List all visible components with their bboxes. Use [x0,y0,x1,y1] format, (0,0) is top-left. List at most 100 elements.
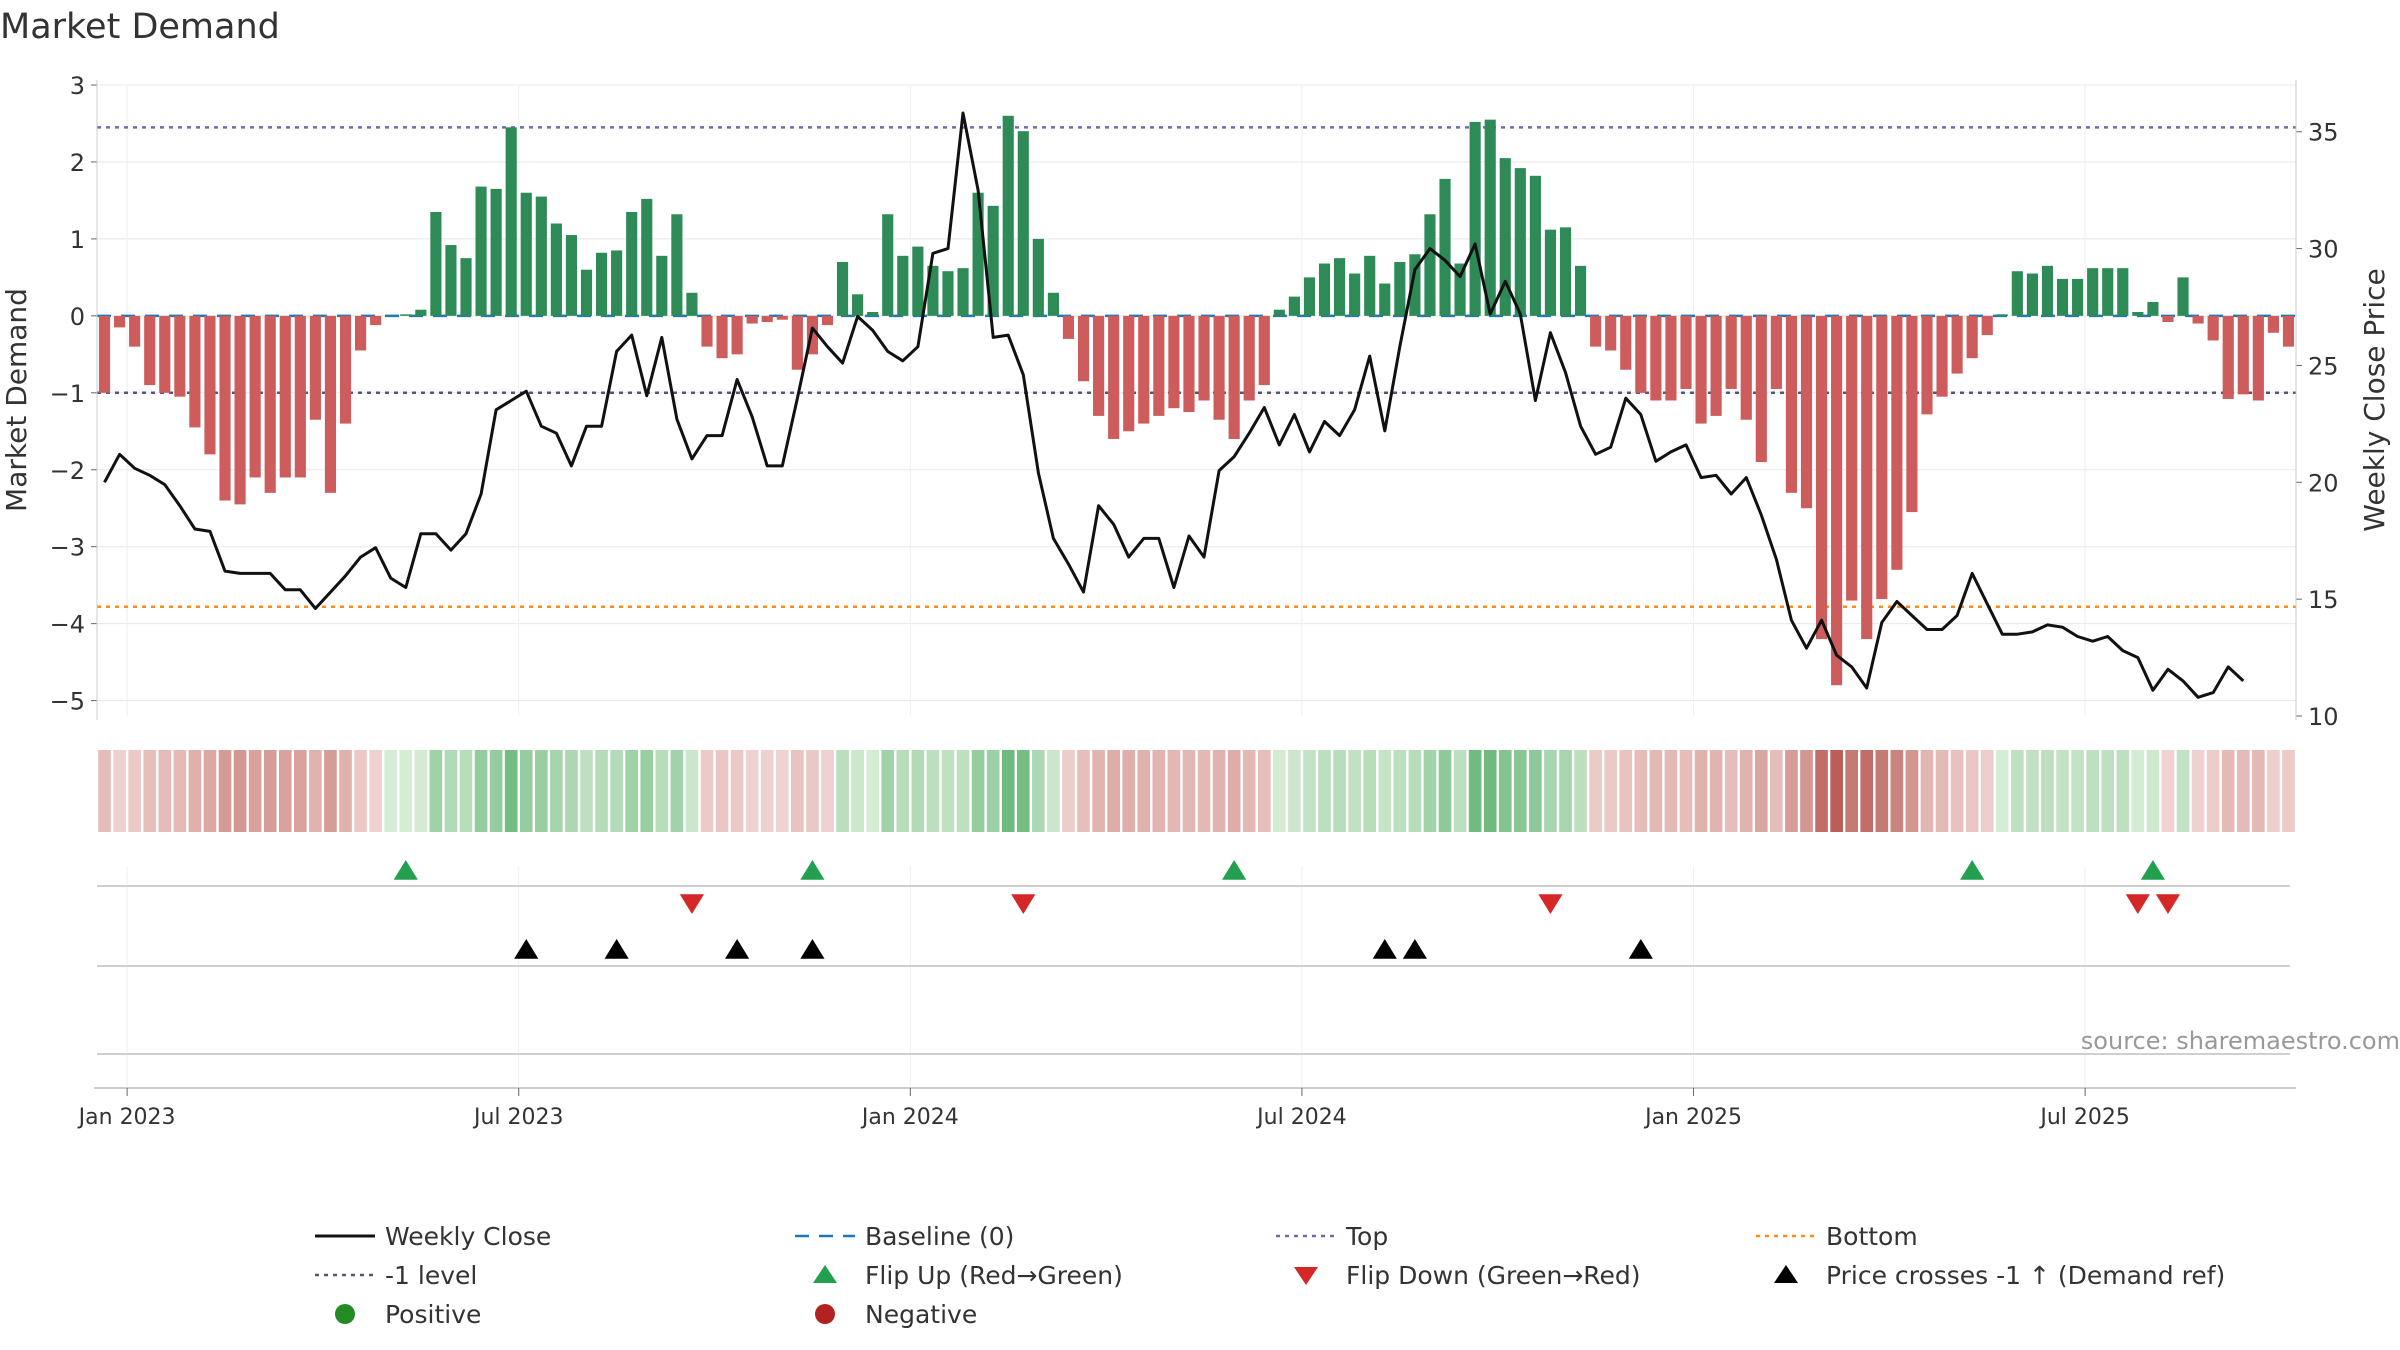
heat-cell [489,750,503,832]
heat-cell [1890,750,1904,832]
demand-bar [2102,268,2114,316]
legend-item-flip-up: Flip Up (Red→Green) [813,1261,1123,1290]
demand-bar [1394,261,1406,316]
heat-cell [760,750,774,832]
demand-bars [98,115,2295,686]
heat-cell [806,750,819,832]
demand-bar [1409,254,1421,316]
demand-bar [2282,315,2295,347]
demand-bar [144,315,156,386]
demand-bar [1710,315,1722,416]
flip-up-marker [2140,860,2166,880]
demand-bar [2026,273,2038,316]
demand-bar [1861,315,1873,640]
demand-bar [912,246,924,316]
heat-cell [745,750,759,832]
demand-bar [611,250,623,316]
price-cross-marker [800,939,825,959]
legend-label: Negative [865,1300,977,1329]
demand-bar [2237,315,2249,395]
heat-cell [1318,750,1331,832]
heat-cell [384,750,398,832]
heat-cell [1724,750,1738,832]
y-axis-left-label: Market Demand [0,288,33,512]
heat-cell [1965,750,1979,832]
heat-cell [1634,750,1648,832]
y-right-tick-label: 20 [2308,469,2339,497]
demand-bar [505,127,517,316]
heat-cell [459,750,473,832]
demand-bar [1936,315,1948,397]
demand-bar [1379,283,1391,316]
demand-bar [475,186,487,316]
legend-label: Positive [385,1300,481,1329]
legend-label: Price crosses -1 ↑ (Demand ref) [1826,1261,2225,1290]
heat-cell [1273,750,1286,832]
demand-bar [1574,265,1587,316]
heat-cell [1077,750,1090,832]
heat-cell [851,750,864,832]
heat-cell [1664,750,1678,832]
demand-bar [219,315,231,501]
demand-bar [339,315,352,424]
demand-bar [1047,292,1059,316]
heat-cell [1649,750,1663,832]
heat-cell [173,750,187,832]
demand-bar [129,315,141,347]
demand-bar [2072,278,2084,316]
demand-bar [114,315,126,328]
heat-cell [730,750,744,832]
demand-bar [701,315,713,347]
x-tick-label: Jul 2023 [472,1105,564,1130]
legend: Weekly Close Baseline (0) Top Bottom -1 leve… [315,1222,2225,1329]
legend-item-weekly-close: Weekly Close [315,1222,551,1251]
heat-cell [158,750,172,832]
demand-bar [1439,178,1451,316]
demand-bar [1213,315,1225,420]
demand-bar [2162,315,2174,323]
heat-cell [128,750,141,832]
heat-cell [2086,750,2099,832]
demand-bar [1334,258,1346,316]
demand-bar [2087,268,2099,316]
y-right-tick-label: 35 [2308,119,2339,147]
heat-cell [550,750,563,832]
y-right-tick-label: 10 [2308,703,2339,731]
demand-bar [761,315,773,323]
legend-item-bottom: Bottom [1756,1222,1918,1251]
price-cross-marker [514,939,539,959]
heat-cell [188,750,202,832]
demand-bar [1680,315,1692,389]
demand-bar [400,314,412,316]
heat-cell [791,750,804,832]
heat-cell [655,750,669,832]
demand-bar [1093,315,1105,416]
y-right-tick-label: 25 [2308,352,2339,380]
legend-label: Flip Down (Green→Red) [1346,1261,1641,1290]
heat-cell [534,750,548,832]
demand-bar [2177,277,2189,316]
demand-bar [1620,315,1632,370]
heat-cell [1453,750,1467,832]
heat-cell [429,750,443,832]
heat-cell [1167,750,1181,832]
heat-cell [1980,750,1994,832]
demand-bar [1017,131,1029,316]
demand-bar [882,214,894,316]
demand-bar [1454,263,1466,316]
demand-bar [1800,315,1813,509]
legend-label: Baseline (0) [865,1222,1014,1251]
demand-bar [1077,315,1090,382]
demand-bar [731,315,743,355]
heat-cell [519,750,533,832]
legend-label: Weekly Close [385,1222,551,1251]
price-cross-marker [1372,939,1397,959]
heat-cell [580,750,593,832]
heat-cell [1739,750,1753,832]
demand-heat-strip [98,750,2295,832]
price-line-group [103,111,2245,699]
demand-bar [385,315,397,317]
demand-bar [1349,273,1361,316]
demand-bar [1032,238,1044,316]
demand-bar [309,315,321,420]
